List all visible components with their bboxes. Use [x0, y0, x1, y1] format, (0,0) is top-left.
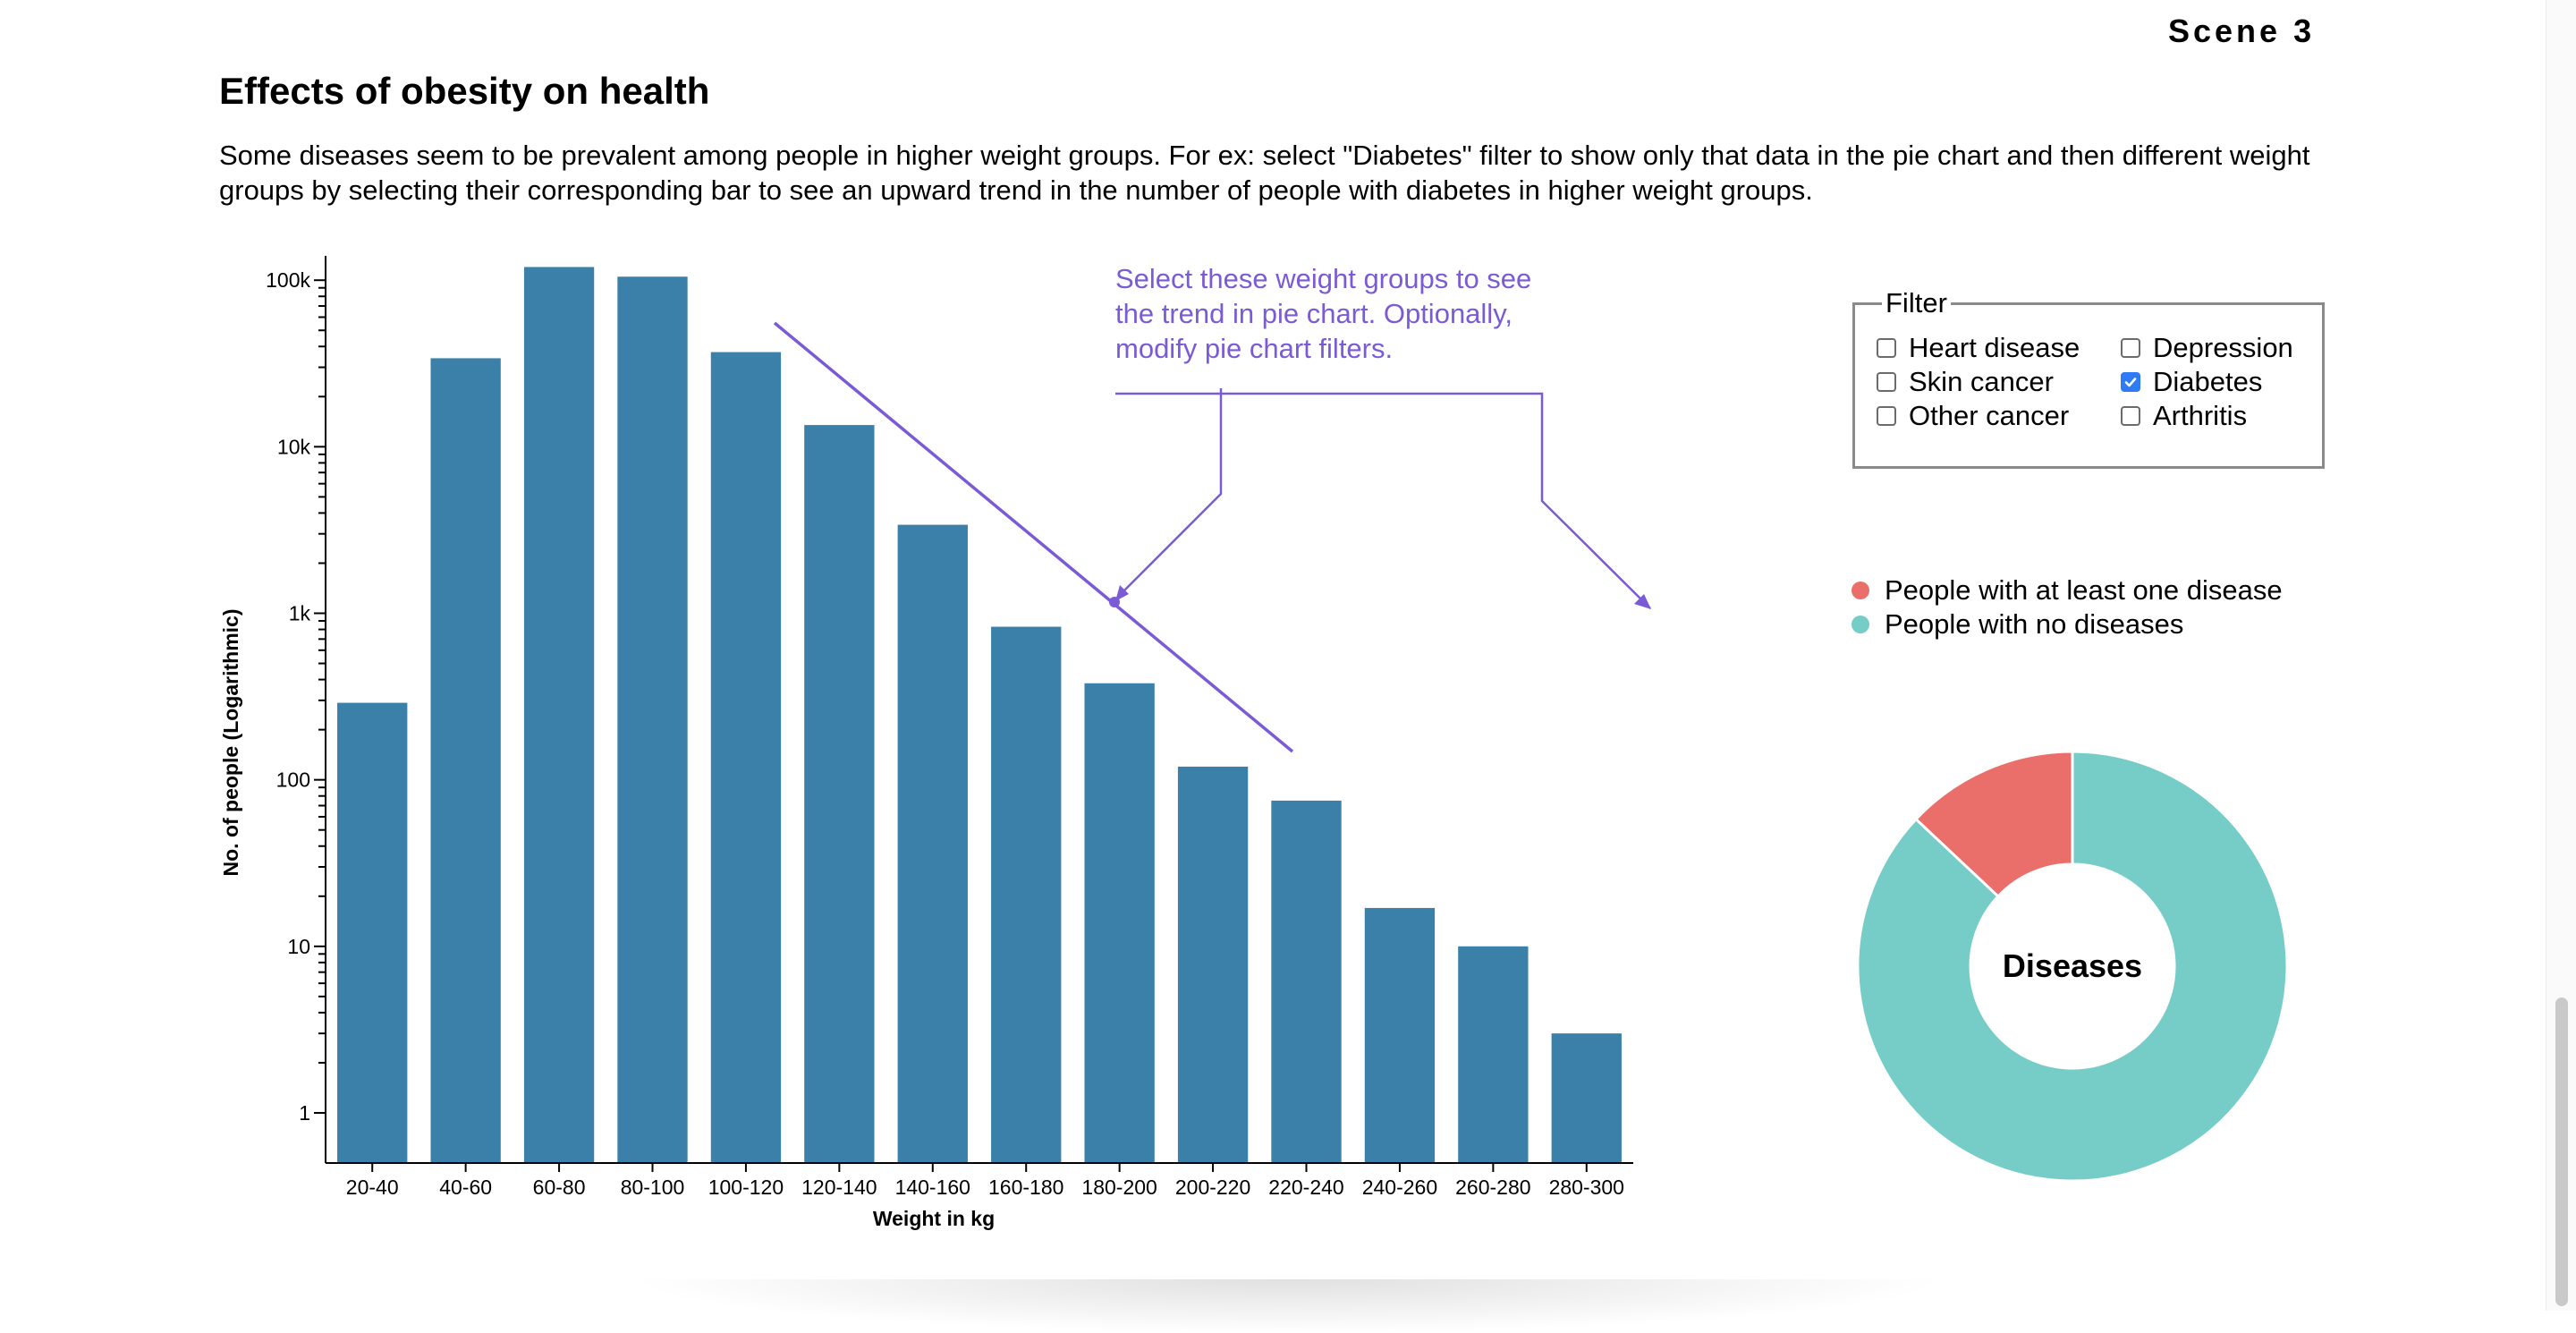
- legend-swatch: [1852, 616, 1869, 633]
- filter-fieldset: Filter Heart disease Depression Skin cance…: [1852, 287, 2325, 469]
- bar-180-200[interactable]: [1084, 683, 1155, 1163]
- donut-slice-no-disease[interactable]: [1769, 663, 2376, 1269]
- page-description: Some diseases seem to be prevalent among…: [219, 140, 2310, 206]
- annotation-connector: [1115, 392, 1651, 609]
- bar-280-300[interactable]: [1551, 1033, 1622, 1163]
- filter-option-label: Arthritis: [2153, 400, 2248, 431]
- y-axis-label: No. of people (Logarithmic): [219, 609, 242, 877]
- y-tick-label: 10k: [277, 435, 311, 458]
- legend-item: People with no diseases: [1850, 607, 2283, 641]
- bar-200-220[interactable]: [1177, 766, 1249, 1163]
- y-tick-label: 100k: [266, 268, 310, 292]
- page-title: Effects of obesity on health: [219, 70, 710, 112]
- x-tick-label: 260-280: [1455, 1176, 1530, 1199]
- annotation-connector-2: [1116, 388, 1223, 599]
- x-axis: 20-40 40-60 60-80 80-100 100-120 120-140 140-1…: [326, 1162, 1633, 1199]
- x-tick-label: 280-300: [1549, 1176, 1624, 1199]
- x-tick-label: 20-40: [346, 1176, 399, 1199]
- filter-option-heart-disease[interactable]: Heart disease: [1877, 331, 2080, 365]
- legend-swatch: [1852, 582, 1869, 599]
- bar-chart: 1 10 100 1k 10k 100k 20-40 40-60 60-80 80-100 100…: [219, 256, 1633, 1230]
- bars-group[interactable]: [337, 267, 1622, 1164]
- donut-chart-title: Diseases: [2003, 947, 2142, 984]
- bottom-shadow: [626, 1279, 1950, 1333]
- annotation-line: Select these weight groups to see: [1115, 263, 1531, 294]
- checkbox-checked[interactable]: [2121, 372, 2140, 392]
- y-tick-label: 1k: [289, 602, 311, 625]
- filter-option-arthritis[interactable]: Arthritis: [2121, 399, 2247, 433]
- legend-label: People with no diseases: [1885, 608, 2184, 640]
- bar-160-180[interactable]: [991, 626, 1062, 1163]
- bar-120-140[interactable]: [804, 425, 875, 1163]
- filter-option-depression[interactable]: Depression: [2121, 331, 2293, 365]
- legend-item: People with at least one disease: [1850, 573, 2283, 607]
- bar-220-240[interactable]: [1271, 800, 1342, 1163]
- scrollbar-thumb[interactable]: [2555, 998, 2568, 1306]
- donut-chart[interactable]: [1769, 663, 2376, 1269]
- y-tick-label: 100: [276, 768, 310, 792]
- x-tick-label: 60-80: [533, 1176, 586, 1199]
- y-tick-label: 10: [287, 935, 310, 958]
- filter-option-other-cancer[interactable]: Other cancer: [1877, 399, 2069, 433]
- bar-40-60[interactable]: [430, 358, 501, 1164]
- filter-option-skin-cancer[interactable]: Skin cancer: [1877, 365, 2054, 399]
- x-tick-label: 160-180: [988, 1176, 1063, 1199]
- x-tick-label: 40-60: [439, 1176, 492, 1199]
- trend-line-point: [1109, 597, 1120, 607]
- legend-label: People with at least one disease: [1885, 574, 2283, 606]
- filter-option-label: Other cancer: [1909, 400, 2070, 431]
- arrowhead-right: [1634, 594, 1651, 609]
- bar-240-260[interactable]: [1364, 907, 1436, 1163]
- arrowhead-left: [1115, 585, 1129, 601]
- donut-slice-with-disease[interactable]: [1913, 705, 2129, 918]
- checkbox[interactable]: [1877, 372, 1896, 392]
- trend-line: [773, 321, 1294, 753]
- filter-option-label: Heart disease: [1909, 332, 2080, 363]
- x-tick-label: 220-240: [1268, 1176, 1343, 1199]
- x-tick-label: 200-220: [1175, 1176, 1250, 1199]
- checkbox[interactable]: [1877, 338, 1896, 358]
- x-tick-label: 140-160: [895, 1176, 970, 1199]
- y-tick-label: 1: [299, 1101, 310, 1125]
- annotation-line: modify pie chart filters.: [1115, 333, 1393, 364]
- x-tick-label: 80-100: [621, 1176, 685, 1199]
- x-axis-label: Weight in kg: [873, 1207, 995, 1230]
- y-axis: 1 10 100 1k 10k 100k: [266, 256, 326, 1163]
- checkbox[interactable]: [1877, 406, 1896, 426]
- checkbox[interactable]: [2121, 338, 2140, 358]
- bar-140-160[interactable]: [897, 524, 968, 1163]
- x-tick-label: 180-200: [1081, 1176, 1157, 1199]
- filter-option-label: Depression: [2153, 332, 2293, 363]
- bar-260-280[interactable]: [1458, 946, 1529, 1163]
- filter-option-diabetes[interactable]: Diabetes: [2121, 365, 2262, 399]
- x-tick-label: 100-120: [708, 1176, 784, 1199]
- filter-legend: Filter: [1882, 287, 1951, 319]
- x-tick-label: 120-140: [801, 1176, 877, 1199]
- filter-option-label: Diabetes: [2153, 366, 2263, 397]
- scene-label: Scene 3: [2168, 13, 2316, 49]
- checkbox[interactable]: [2121, 406, 2140, 426]
- annotation: Select these weight groups to see the tre…: [773, 263, 1651, 753]
- annotation-text: Select these weight groups to see the tre…: [1115, 263, 1531, 364]
- bar-80-100[interactable]: [617, 276, 688, 1163]
- bar-100-120[interactable]: [710, 352, 782, 1163]
- bar-20-40[interactable]: [337, 702, 408, 1163]
- annotation-line: the trend in pie chart. Optionally,: [1115, 298, 1513, 329]
- filter-option-label: Skin cancer: [1909, 366, 2054, 397]
- bar-60-80[interactable]: [523, 267, 595, 1164]
- donut-chart-legend: People with at least one disease People w…: [1850, 573, 2283, 641]
- x-tick-label: 240-260: [1362, 1176, 1437, 1199]
